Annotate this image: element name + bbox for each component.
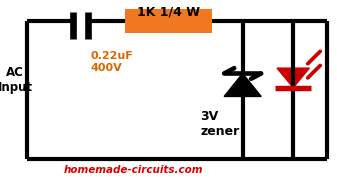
Text: homemade-circuits.com: homemade-circuits.com xyxy=(64,165,204,175)
Polygon shape xyxy=(224,73,261,96)
Polygon shape xyxy=(277,68,309,88)
Text: AC
Input: AC Input xyxy=(0,66,33,94)
Bar xyxy=(125,9,212,33)
Text: 0.22uF
400V: 0.22uF 400V xyxy=(91,51,134,73)
Text: 3V
zener: 3V zener xyxy=(201,110,240,138)
Text: 1K 1/4 W: 1K 1/4 W xyxy=(137,5,200,18)
